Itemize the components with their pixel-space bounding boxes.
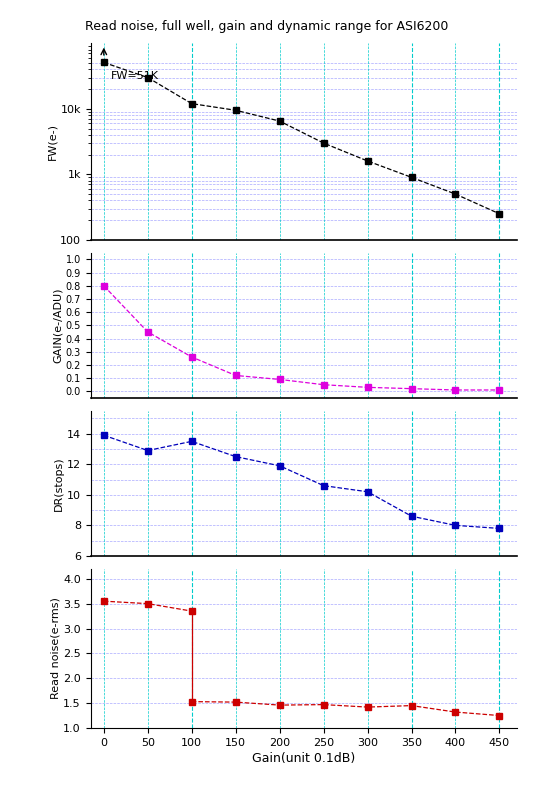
Y-axis label: DR(stops): DR(stops) bbox=[54, 456, 64, 511]
Y-axis label: Read noise(e-rms): Read noise(e-rms) bbox=[50, 597, 60, 700]
Text: Read noise, full well, gain and dynamic range for ASI6200: Read noise, full well, gain and dynamic … bbox=[85, 20, 448, 33]
X-axis label: Gain(unit 0.1dB): Gain(unit 0.1dB) bbox=[252, 752, 356, 765]
Y-axis label: FW(e-): FW(e-) bbox=[47, 123, 57, 160]
Y-axis label: GAIN(e-/ADU): GAIN(e-/ADU) bbox=[53, 287, 63, 363]
Text: FW=51K: FW=51K bbox=[111, 71, 159, 81]
